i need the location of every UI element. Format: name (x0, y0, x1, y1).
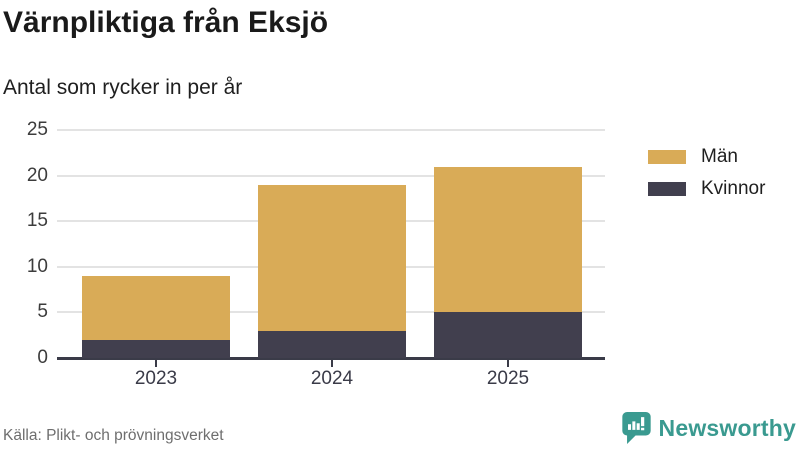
legend-label-kvinnor: Kvinnor (701, 178, 766, 199)
x-tick-2025 (507, 360, 509, 367)
legend-item-man: Män (648, 147, 765, 166)
legend-label-man: Män (701, 146, 738, 167)
bar-2023-kvinnor (82, 339, 230, 358)
legend-item-kvinnor: Kvinnor (648, 179, 765, 198)
brand-footer: Newsworthy (621, 411, 796, 445)
bar-2025-kvinnor (434, 312, 582, 358)
y-tick-label-0: 0 (37, 347, 48, 368)
chart-title: Värnpliktiga från Eksjö (3, 6, 329, 39)
x-tick-2023 (155, 360, 157, 367)
newsworthy-logo-icon (621, 411, 652, 445)
chart-subtitle: Antal som rycker in per år (3, 76, 243, 99)
y-tick-label-20: 20 (26, 164, 48, 186)
legend-swatch-kvinnor (648, 181, 686, 196)
x-axis-line (57, 357, 605, 360)
y-tick-label-5: 5 (37, 301, 48, 323)
gridline-25 (57, 129, 605, 131)
bar-2024-män (258, 184, 406, 331)
x-tick-label-2023: 2023 (134, 368, 178, 389)
x-tick-2024 (331, 360, 333, 367)
source-credit: Källa: Plikt- och prövningsverket (3, 427, 224, 444)
y-tick-label-15: 15 (26, 210, 48, 232)
x-tick-label-2025: 2025 (486, 368, 530, 389)
x-tick-label-2024: 2024 (310, 368, 354, 389)
bar-2023-män (82, 275, 230, 340)
legend-swatch-man (648, 149, 686, 164)
y-axis: 0 5 10 15 20 25 (6, 120, 48, 368)
bar-2025-män (434, 166, 582, 313)
legend: Män Kvinnor (648, 147, 765, 211)
brand-wordmark: Newsworthy (658, 414, 796, 441)
bar-2024-kvinnor (258, 330, 406, 358)
gridline-20 (57, 174, 605, 177)
plot-area: 2023 2024 2025 (57, 129, 605, 389)
y-tick-label-10: 10 (26, 255, 48, 277)
y-tick-label-25: 25 (26, 119, 48, 140)
